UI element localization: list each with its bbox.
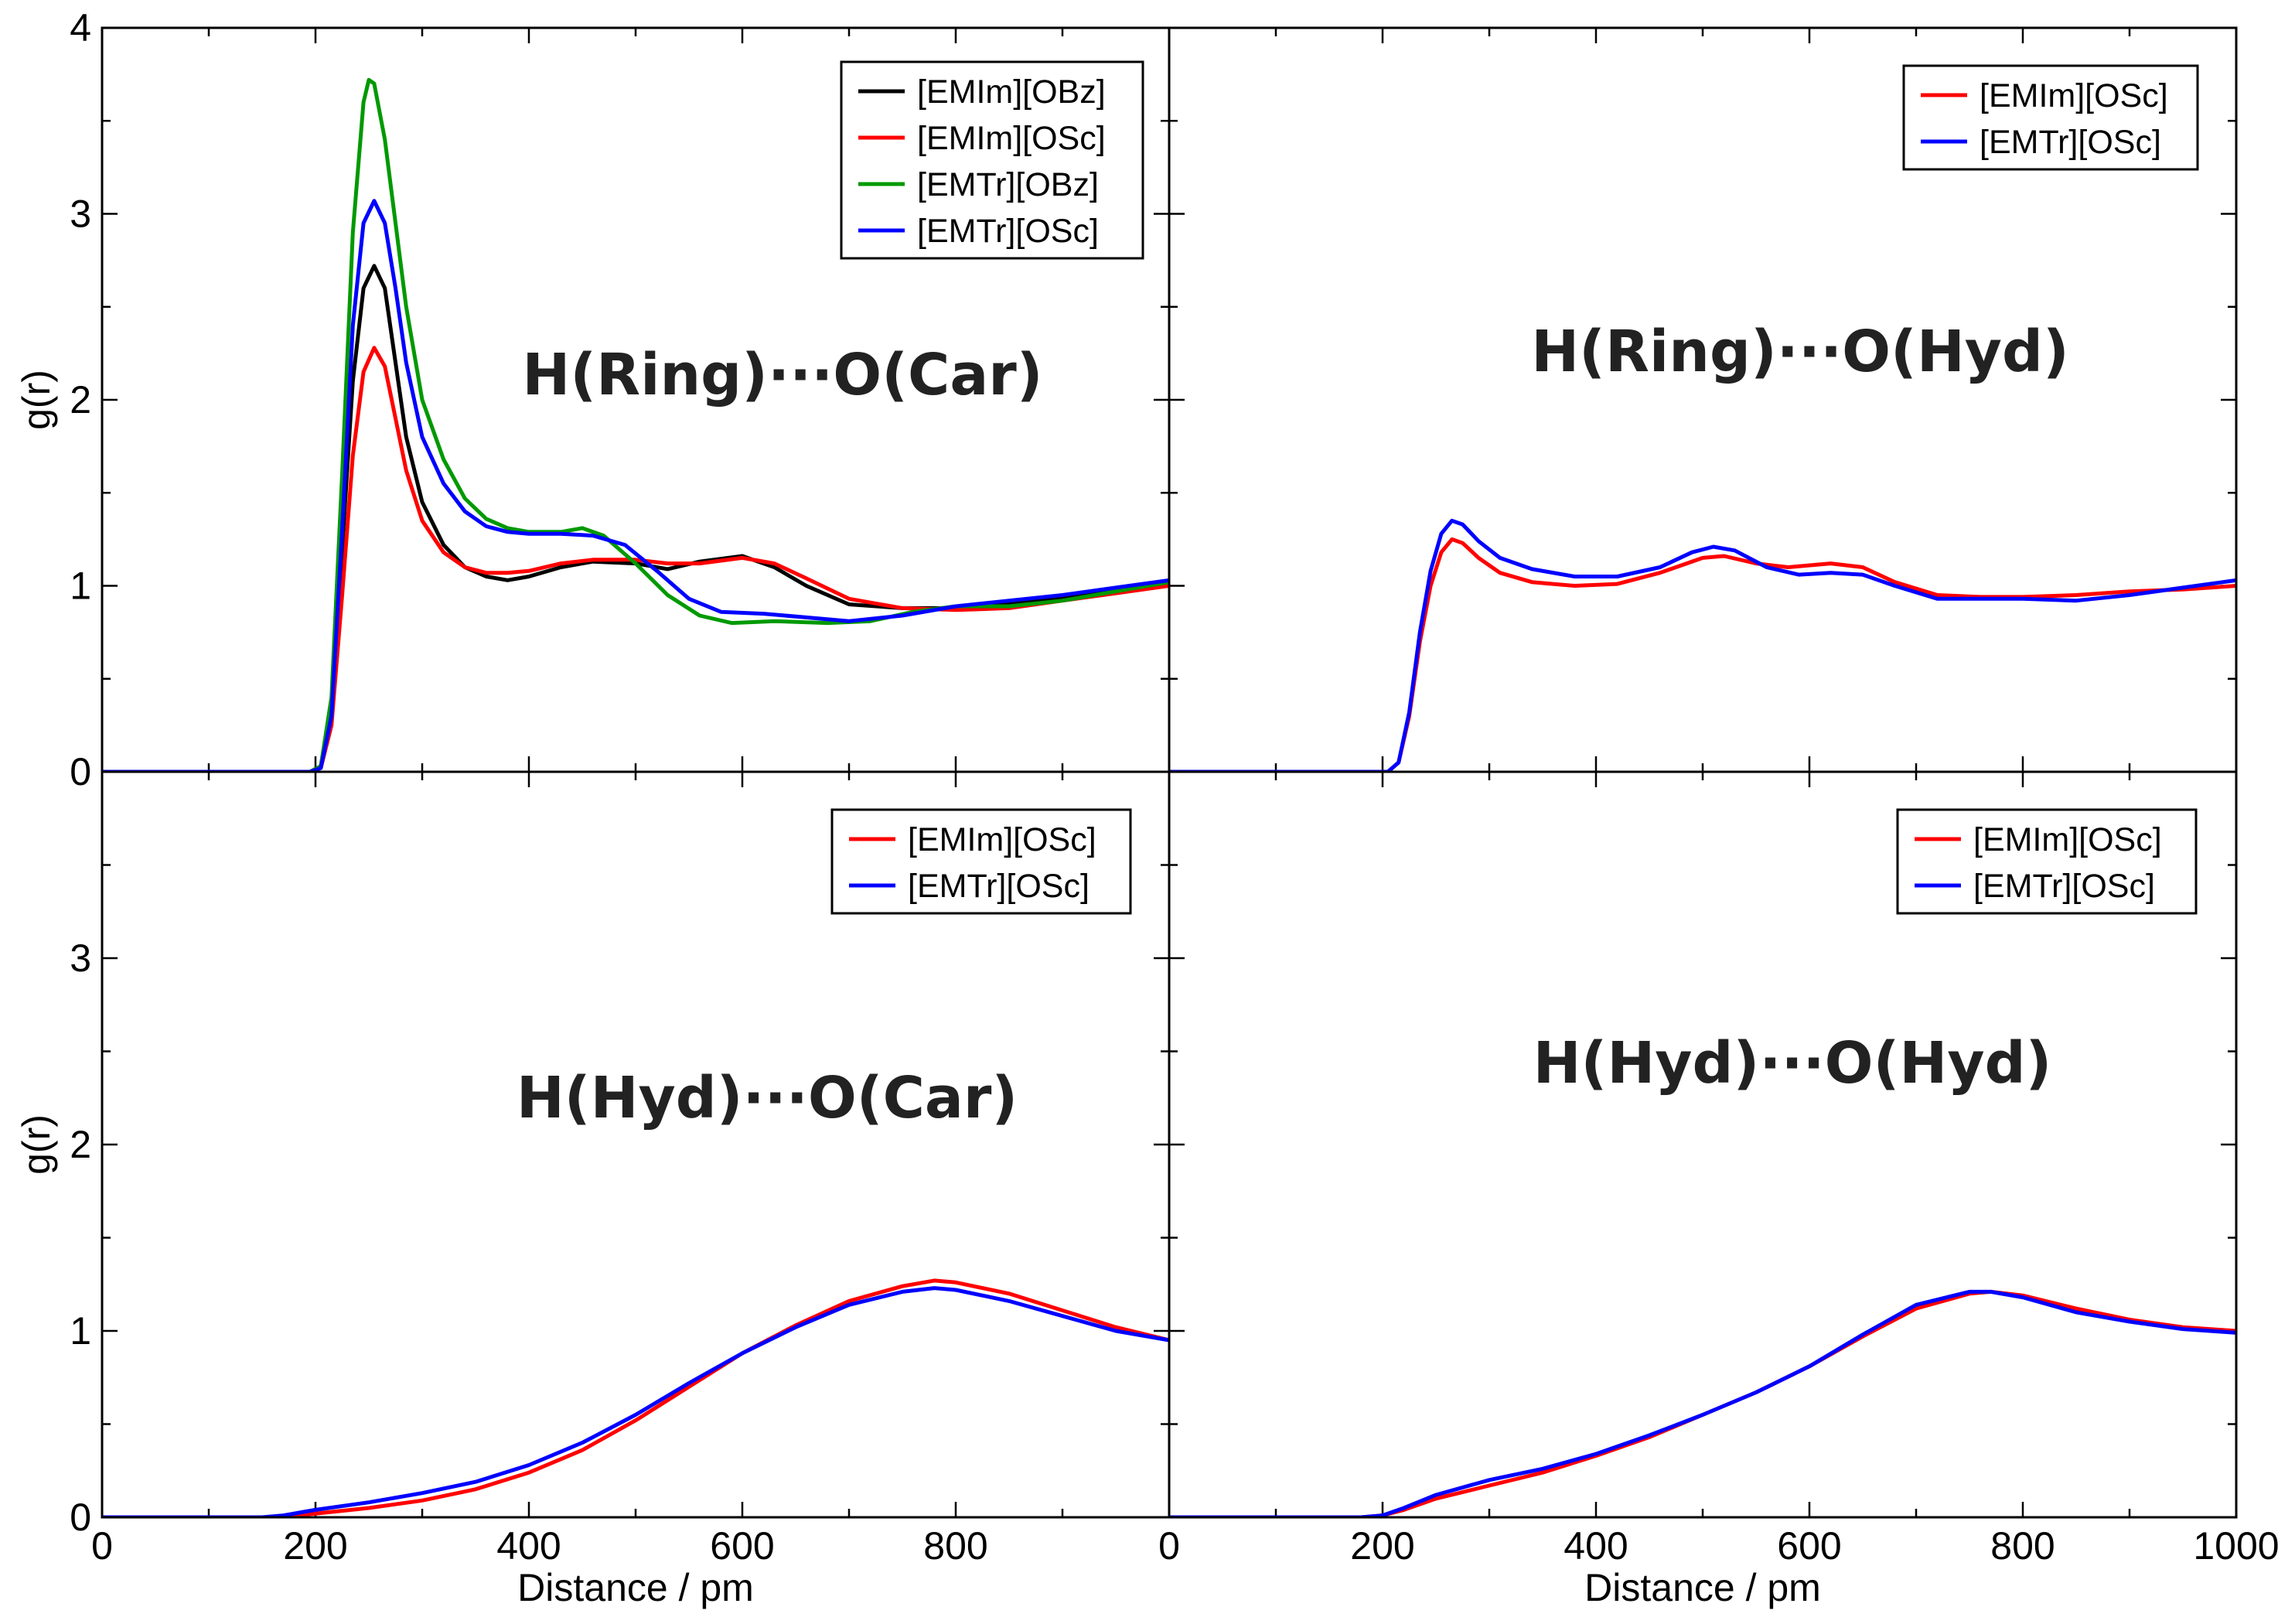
y-tick-label: 3 <box>70 937 91 980</box>
y-tick-label: 1 <box>70 1309 91 1353</box>
series-line <box>102 1278 1169 1517</box>
x-tick-label: 600 <box>1777 1524 1841 1568</box>
x-tick-label: 200 <box>1350 1524 1414 1568</box>
x-tick-label: 400 <box>496 1524 561 1568</box>
series-line <box>102 199 1169 772</box>
x-tick-label: 800 <box>1990 1524 2055 1568</box>
legend-entry: [EMIm][OSc] <box>1980 77 2168 114</box>
y-tick-label: 1 <box>70 565 91 608</box>
legend-entry: [EMTr][OSc] <box>1980 124 2161 161</box>
legend: [EMIm][OSc] [EMTr][OSc] <box>1896 808 2198 915</box>
legend-entry: [EMTr][OSc] <box>917 213 1099 250</box>
x-tick-label: 1000 <box>2193 1524 2279 1568</box>
y-tick-label: 2 <box>70 1123 91 1166</box>
y-axis-label: g(r) <box>15 370 58 430</box>
x-axis-label: Distance / pm <box>517 1566 754 1609</box>
panel-top-right: H(Ring)···O(Hyd) [EMIm][OSc] [EMTr][OSc] <box>1168 26 2238 773</box>
legend-entry: [EMTr][OSc] <box>908 868 1090 905</box>
series-line <box>1169 537 2236 772</box>
panel-title: H(Ring)···O(Car) <box>522 342 1042 408</box>
y-tick-label: 0 <box>70 1496 91 1539</box>
legend-entry: [EMIm][OBz] <box>917 73 1106 111</box>
y-tick-label: 0 <box>70 750 91 793</box>
legend: [EMIm][OSc] [EMTr][OSc] <box>1902 64 2199 171</box>
x-tick-label: 0 <box>91 1524 113 1568</box>
x-tick-label: 600 <box>710 1524 774 1568</box>
panel-title: H(Hyd)···O(Car) <box>517 1065 1018 1131</box>
legend-entry: [EMIm][OSc] <box>1973 821 2162 858</box>
panel-title: H(Ring)···O(Hyd) <box>1531 319 2069 385</box>
series-line <box>102 1286 1169 1517</box>
x-tick-label: 0 <box>1158 1524 1180 1568</box>
panel-bottom-right: 0 200 400 600 800 1000 Distance / pm H(Hyd)···O… <box>1158 770 2280 1609</box>
x-tick-label: 400 <box>1564 1524 1628 1568</box>
series-line <box>1169 1289 2236 1517</box>
legend-entry: [EMIm][OSc] <box>908 821 1096 858</box>
series-line <box>102 346 1169 772</box>
legend-entry: [EMIm][OSc] <box>917 120 1106 157</box>
legend-entry: [EMTr][OSc] <box>1973 868 2155 905</box>
y-tick-label: 3 <box>70 193 91 236</box>
y-axis-label: g(r) <box>15 1114 58 1175</box>
panel-title: H(Hyd)···O(Hyd) <box>1533 1030 2052 1097</box>
legend-entry: [EMTr][OBz] <box>917 166 1099 203</box>
y-tick-label: 4 <box>70 6 91 49</box>
panel-frame <box>1168 770 2238 1519</box>
x-axis-label: Distance / pm <box>1584 1566 1821 1609</box>
x-tick-label: 800 <box>923 1524 987 1568</box>
legend: [EMIm][OSc] [EMTr][OSc] <box>830 808 1132 915</box>
legend: [EMIm][OBz] [EMIm][OSc] [EMTr][OBz] [EMTr][… <box>840 60 1144 260</box>
panel-bottom-left: 0 1 2 3 0 200 400 600 800 g(r) Distance / pm H(Hyd)… <box>15 770 1171 1609</box>
x-tick-label: 200 <box>283 1524 347 1568</box>
series-line <box>1169 518 2236 772</box>
y-tick-label: 2 <box>70 378 91 421</box>
series-line <box>1169 1289 2236 1517</box>
